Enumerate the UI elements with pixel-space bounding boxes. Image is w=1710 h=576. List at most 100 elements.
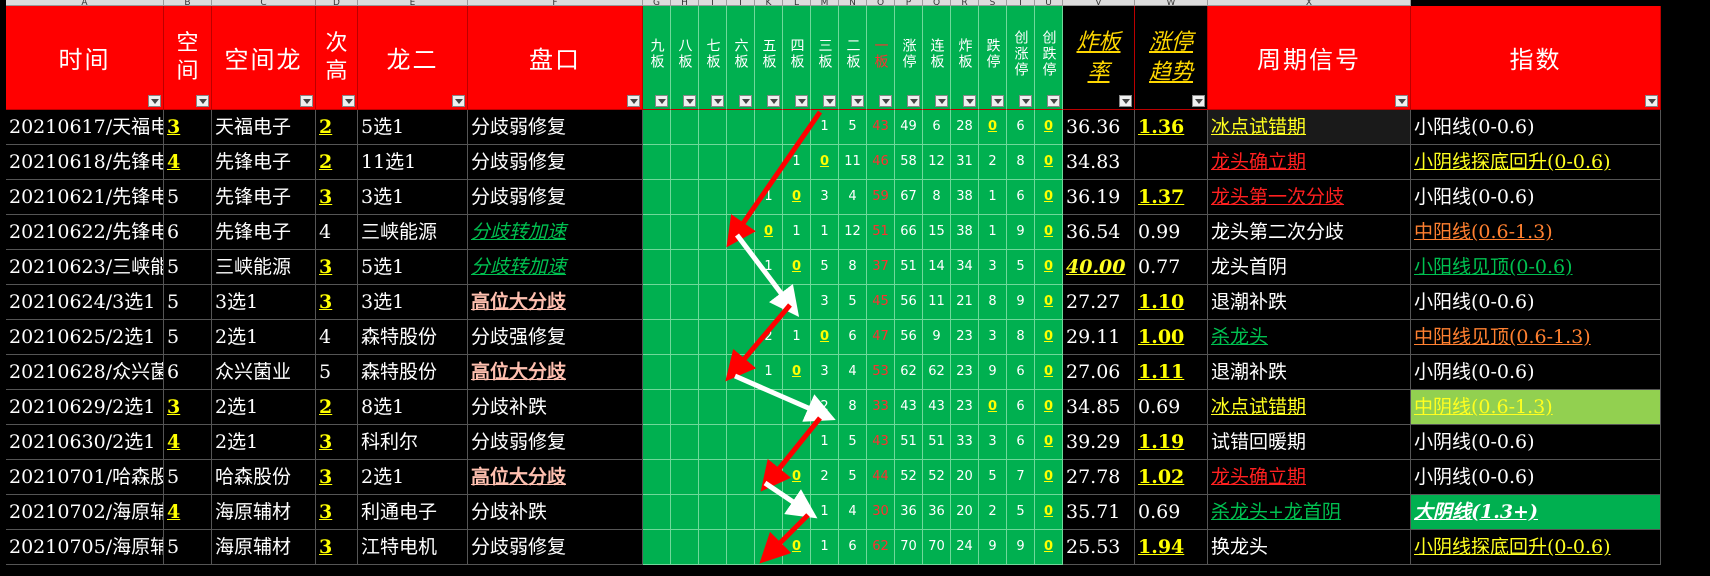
filter-dropdown-icon[interactable] — [907, 95, 920, 107]
cell-board-1[interactable] — [671, 250, 699, 285]
cell-limit-trend[interactable]: 0.77 — [1135, 250, 1208, 285]
cell-board-2[interactable] — [699, 460, 727, 495]
cell-market[interactable]: 分歧补跌 — [468, 390, 643, 425]
cell-board-8[interactable]: 59 — [867, 180, 895, 215]
cell-second-high[interactable]: 3 — [316, 250, 358, 285]
header-board-11[interactable]: 炸板 — [951, 6, 979, 110]
cell-board-8[interactable]: 62 — [867, 530, 895, 565]
cell-second-high[interactable]: 2 — [316, 390, 358, 425]
filter-dropdown-icon[interactable] — [767, 95, 780, 107]
cell-board-9[interactable]: 56 — [895, 285, 923, 320]
cell-market[interactable]: 高位大分歧 — [468, 460, 643, 495]
cell-dragon-two[interactable]: 森特股份 — [358, 320, 468, 355]
column-letter-F[interactable]: F — [468, 0, 643, 6]
cell-index[interactable]: 中阳线(0.6-1.3) — [1411, 215, 1661, 250]
cell-board-9[interactable]: 51 — [895, 250, 923, 285]
cell-dragon-two[interactable]: 3选1 — [358, 285, 468, 320]
cell-board-6[interactable]: 5 — [811, 250, 839, 285]
cell-board-7[interactable]: 5 — [839, 460, 867, 495]
cell-dragon-two[interactable]: 利通电子 — [358, 495, 468, 530]
cell-blast-rate[interactable]: 27.78 — [1063, 460, 1135, 495]
cell-board-14[interactable]: 0 — [1035, 530, 1063, 565]
cell-board-5[interactable]: 0 — [783, 530, 811, 565]
cell-board-0[interactable] — [643, 355, 671, 390]
cell-board-12[interactable]: 2 — [979, 145, 1007, 180]
filter-dropdown-icon[interactable] — [148, 95, 161, 107]
cell-time[interactable]: 20210701/哈森股份 — [6, 460, 164, 495]
cell-cycle-signal[interactable]: 龙头确立期 — [1208, 460, 1411, 495]
header-time[interactable]: 时间 — [6, 6, 164, 110]
cell-board-13[interactable]: 5 — [1007, 250, 1035, 285]
cell-board-11[interactable]: 28 — [951, 110, 979, 145]
cell-board-0[interactable] — [643, 495, 671, 530]
cell-board-8[interactable]: 47 — [867, 320, 895, 355]
cell-board-14[interactable]: 0 — [1035, 495, 1063, 530]
cell-board-12[interactable]: 9 — [979, 530, 1007, 565]
cell-space[interactable]: 6 — [164, 215, 212, 250]
cell-space[interactable]: 5 — [164, 460, 212, 495]
cell-limit-trend[interactable] — [1135, 145, 1208, 180]
cell-space[interactable]: 4 — [164, 425, 212, 460]
cell-board-5[interactable]: 0 — [783, 355, 811, 390]
cell-market[interactable]: 分歧强修复 — [468, 320, 643, 355]
cell-board-9[interactable]: 62 — [895, 355, 923, 390]
column-letter-A[interactable]: A — [6, 0, 164, 6]
cell-limit-trend[interactable]: 0.69 — [1135, 495, 1208, 530]
cell-board-2[interactable] — [699, 180, 727, 215]
cell-board-14[interactable]: 0 — [1035, 390, 1063, 425]
cell-board-0[interactable] — [643, 250, 671, 285]
cell-board-10[interactable]: 6 — [923, 110, 951, 145]
cell-index[interactable]: 小阳线(0-0.6) — [1411, 110, 1661, 145]
cell-board-10[interactable]: 8 — [923, 180, 951, 215]
column-letter-L[interactable]: L — [783, 0, 811, 6]
cell-board-4[interactable] — [755, 285, 783, 320]
cell-board-1[interactable] — [671, 495, 699, 530]
cell-index[interactable]: 小阳线见顶(0-0.6) — [1411, 250, 1661, 285]
cell-board-3[interactable] — [727, 285, 755, 320]
cell-dragon-two[interactable]: 5选1 — [358, 250, 468, 285]
cell-board-7[interactable]: 5 — [839, 110, 867, 145]
filter-dropdown-icon[interactable] — [711, 95, 724, 107]
cell-board-4[interactable] — [755, 145, 783, 180]
cell-dragon-two[interactable]: 11选1 — [358, 145, 468, 180]
column-letter-G[interactable]: G — [643, 0, 671, 6]
cell-board-0[interactable] — [643, 390, 671, 425]
cell-board-1[interactable] — [671, 145, 699, 180]
column-letter-W[interactable]: W — [1135, 0, 1208, 6]
cell-board-5[interactable] — [783, 495, 811, 530]
cell-board-11[interactable]: 24 — [951, 530, 979, 565]
cell-board-3[interactable] — [727, 425, 755, 460]
cell-limit-trend[interactable]: 1.10 — [1135, 285, 1208, 320]
column-letter-M[interactable]: M — [811, 0, 839, 6]
header-market[interactable]: 盘口 — [468, 6, 643, 110]
cell-board-14[interactable]: 0 — [1035, 180, 1063, 215]
cell-board-6[interactable]: 1 — [811, 495, 839, 530]
cell-board-3[interactable] — [727, 215, 755, 250]
filter-dropdown-icon[interactable] — [342, 95, 355, 107]
filter-dropdown-icon[interactable] — [683, 95, 696, 107]
cell-board-2[interactable] — [699, 355, 727, 390]
cell-board-12[interactable]: 1 — [979, 215, 1007, 250]
filter-dropdown-icon[interactable] — [851, 95, 864, 107]
header-limit-trend[interactable]: 涨停趋势 — [1135, 6, 1208, 110]
cell-board-9[interactable]: 67 — [895, 180, 923, 215]
cell-board-4[interactable] — [755, 460, 783, 495]
cell-board-5[interactable] — [783, 285, 811, 320]
cell-board-5[interactable] — [783, 425, 811, 460]
cell-index[interactable]: 大阴线(1.3+) — [1411, 495, 1661, 530]
cell-board-7[interactable]: 11 — [839, 145, 867, 180]
cell-board-12[interactable]: 9 — [979, 355, 1007, 390]
cell-board-13[interactable]: 6 — [1007, 390, 1035, 425]
cell-index[interactable]: 小阴线探底回升(0-0.6) — [1411, 145, 1661, 180]
cell-board-5[interactable]: 1 — [783, 145, 811, 180]
cell-time[interactable]: 20210705/海原辅材 — [6, 530, 164, 565]
header-board-14[interactable]: 创跌停 — [1035, 6, 1063, 110]
cell-board-11[interactable]: 20 — [951, 460, 979, 495]
cell-board-1[interactable] — [671, 530, 699, 565]
cell-board-11[interactable]: 21 — [951, 285, 979, 320]
cell-board-3[interactable] — [727, 460, 755, 495]
cell-board-10[interactable]: 62 — [923, 355, 951, 390]
cell-index[interactable]: 小阳线(0-0.6) — [1411, 180, 1661, 215]
cell-board-8[interactable]: 51 — [867, 215, 895, 250]
cell-board-9[interactable]: 58 — [895, 145, 923, 180]
